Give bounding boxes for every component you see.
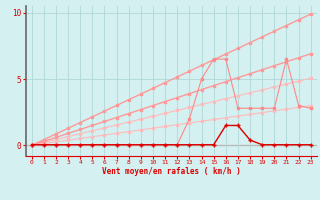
X-axis label: Vent moyen/en rafales ( km/h ): Vent moyen/en rafales ( km/h ) [102, 167, 241, 176]
